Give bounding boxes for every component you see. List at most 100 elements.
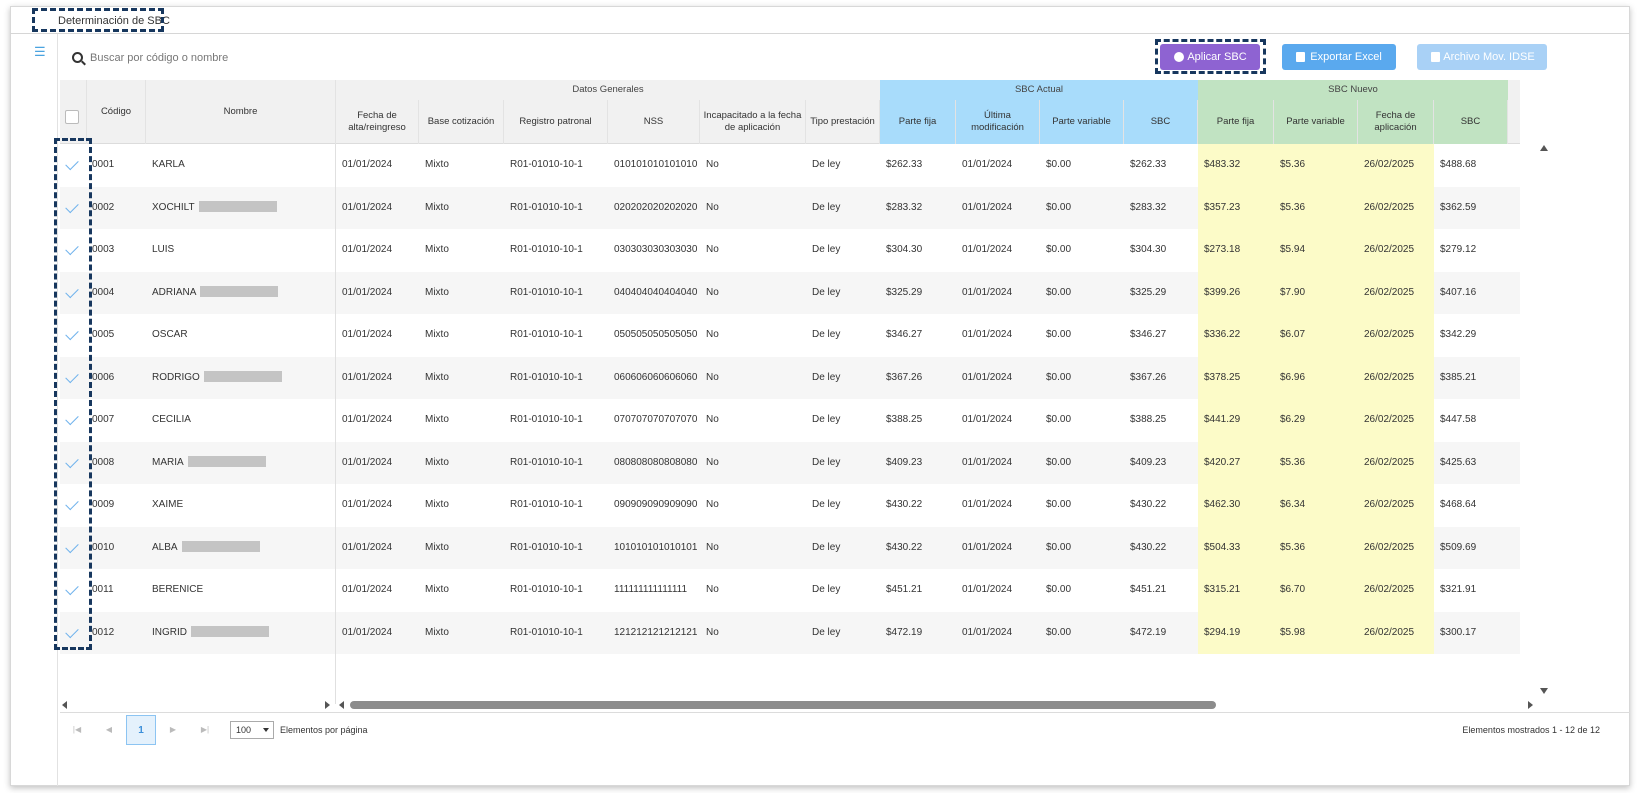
cell-text: LUIS <box>152 244 175 255</box>
cell-text: $468.64 <box>1440 499 1477 510</box>
sbc-nuevo-cell-bg <box>1198 569 1434 612</box>
cell-fecha-alta: 01/01/2024 <box>336 399 419 441</box>
scroll-left-arrow-icon[interactable] <box>339 701 344 709</box>
col-registro[interactable]: Registro patronal <box>504 100 608 144</box>
cell-nss: 030303030303030 <box>608 229 700 271</box>
cell-text: 111111111111111 <box>614 584 688 595</box>
cell-text: No <box>706 541 719 553</box>
prev-page-icon[interactable]: ◀ <box>105 725 113 734</box>
cell-actual-variable: $0.00 <box>1040 612 1124 654</box>
cell-text: 060606060606060 <box>614 371 698 383</box>
idse-file-button[interactable]: Archivo Mov. IDSE <box>1417 44 1547 70</box>
col-nuevo-fecha[interactable]: Fecha de aplicación <box>1358 100 1434 144</box>
cell-nuevo-sbc: $385.21 <box>1434 357 1508 399</box>
cell-tipo: De ley <box>806 399 880 441</box>
select-all-checkbox[interactable] <box>65 110 79 124</box>
sbc-nuevo-cell-bg <box>1198 356 1434 399</box>
cell-base: Mixto <box>419 187 504 229</box>
apply-sbc-button[interactable]: Aplicar SBC <box>1160 44 1260 70</box>
cell-text: $283.32 <box>1130 201 1167 213</box>
cell-text: $0.00 <box>1046 584 1072 595</box>
cell-nss: 050505050505050 <box>608 314 700 356</box>
cell-text: 26/02/2025 <box>1364 286 1415 298</box>
cell-text: Mixto <box>425 244 449 255</box>
cell-incapacitado: No <box>700 442 806 484</box>
cell-text: De ley <box>812 456 841 468</box>
cell-text: $0.00 <box>1046 456 1072 468</box>
col-nuevo-fija[interactable]: Parte fija <box>1198 100 1274 144</box>
sbc-nuevo-cell-bg <box>1198 144 1434 187</box>
col-codigo[interactable]: Código <box>86 80 146 144</box>
cell-registro: R01-01010-10-1 <box>504 357 608 399</box>
export-excel-button[interactable]: Exportar Excel <box>1282 44 1396 70</box>
col-incapacitado[interactable]: Incapacitado a la fecha de aplicación <box>700 100 806 144</box>
cell-text: 01/01/2024 <box>342 329 393 340</box>
cell-text: ALBA <box>152 541 178 553</box>
cell-actual-variable: $0.00 <box>1040 272 1124 314</box>
cell-registro: R01-01010-10-1 <box>504 144 608 186</box>
cell-text: $262.33 <box>1130 159 1167 170</box>
cell-text: No <box>706 244 719 255</box>
scroll-left-arrow-icon[interactable] <box>62 701 67 709</box>
cell-registro: R01-01010-10-1 <box>504 272 608 314</box>
cell-text: $388.25 <box>1130 414 1167 425</box>
cell-tipo: De ley <box>806 272 880 314</box>
cell-tipo: De ley <box>806 357 880 399</box>
scroll-right-arrow-icon[interactable] <box>325 701 330 709</box>
cell-registro: R01-01010-10-1 <box>504 229 608 271</box>
col-base[interactable]: Base cotización <box>419 100 504 144</box>
cell-text: 01/01/2024 <box>342 499 393 510</box>
cell-text: $385.21 <box>1440 371 1477 383</box>
cell-nombre: XOCHILT <box>146 187 336 229</box>
col-nss[interactable]: NSS <box>608 100 700 144</box>
cell-actual-fija: $472.19 <box>880 612 956 654</box>
cell-registro: R01-01010-10-1 <box>504 484 608 526</box>
last-page-icon[interactable]: ▶| <box>200 725 210 734</box>
cell-text: 01/01/2024 <box>342 456 393 468</box>
col-actual-ultima[interactable]: Última modificación <box>956 100 1040 144</box>
cell-text: 0011 <box>92 584 114 595</box>
cell-text: MARIA <box>152 456 184 468</box>
scroll-down-arrow-icon[interactable] <box>1540 688 1548 694</box>
col-actual-variable[interactable]: Parte variable <box>1040 100 1124 144</box>
cell-text: 01/01/2024 <box>342 159 393 170</box>
cell-text: 101010101010101 <box>614 541 698 553</box>
cell-incapacitado: No <box>700 569 806 611</box>
tab-determinacion-sbc[interactable]: Determinación de SBC <box>58 15 170 27</box>
page-button-current[interactable]: 1 <box>126 715 156 745</box>
first-page-icon[interactable]: |◀ <box>72 725 82 734</box>
cell-text: R01-01010-10-1 <box>510 584 583 595</box>
cell-actual-fija: $430.22 <box>880 484 956 526</box>
cell-nuevo-fija: $315.21 <box>1198 569 1274 611</box>
col-nuevo-variable[interactable]: Parte variable <box>1274 100 1358 144</box>
col-nuevo-sbc[interactable]: SBC <box>1434 100 1508 144</box>
cell-nuevo-variable: $5.36 <box>1274 187 1358 229</box>
col-actual-sbc[interactable]: SBC <box>1124 100 1198 144</box>
cell-text: $336.22 <box>1204 329 1241 340</box>
col-tipo[interactable]: Tipo prestación <box>806 100 880 144</box>
cell-fecha-alta: 01/01/2024 <box>336 612 419 654</box>
cell-text: Mixto <box>425 414 449 425</box>
cell-nuevo-fija: $294.19 <box>1198 612 1274 654</box>
cell-text: $300.17 <box>1440 626 1477 638</box>
cell-text: $509.69 <box>1440 541 1477 553</box>
menu-icon[interactable]: ☰ <box>34 44 46 59</box>
horizontal-scrollbar-thumb[interactable] <box>350 701 1216 709</box>
cell-incapacitado: No <box>700 229 806 271</box>
cell-nss: 070707070707070 <box>608 399 700 441</box>
cell-actual-ultima: 01/01/2024 <box>956 612 1040 654</box>
col-actual-fija[interactable]: Parte fija <box>880 100 956 144</box>
cell-nuevo-variable: $5.36 <box>1274 527 1358 569</box>
col-nombre[interactable]: Nombre <box>146 80 336 144</box>
scroll-right-arrow-icon[interactable] <box>1528 701 1533 709</box>
col-fecha-alta[interactable]: Fecha de alta/reingreso <box>336 100 419 144</box>
next-page-icon[interactable]: ▶ <box>169 725 177 734</box>
cell-actual-sbc: $367.26 <box>1124 357 1198 399</box>
cell-text: R01-01010-10-1 <box>510 329 583 340</box>
scroll-up-arrow-icon[interactable] <box>1540 145 1548 151</box>
cell-actual-variable: $0.00 <box>1040 399 1124 441</box>
cell-codigo: 0004 <box>86 272 146 314</box>
search-input[interactable] <box>90 48 490 68</box>
page-size-select[interactable]: 100 <box>230 721 274 739</box>
cell-incapacitado: No <box>700 144 806 186</box>
